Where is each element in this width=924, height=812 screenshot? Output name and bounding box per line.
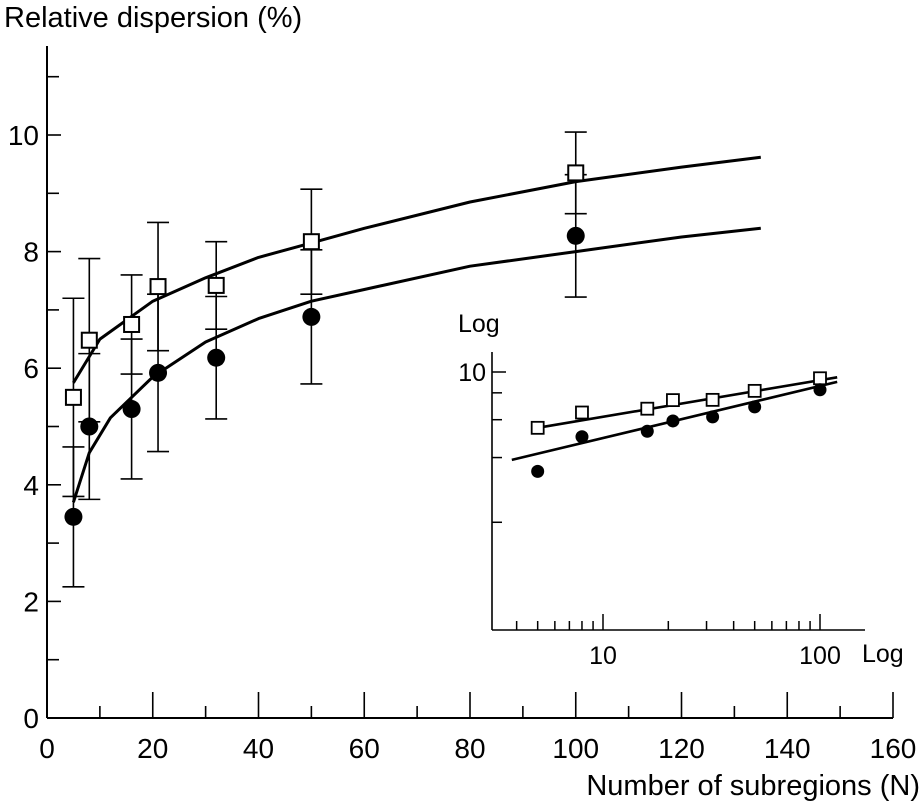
- x-tick-label: 140: [764, 733, 811, 764]
- y-tick-label: 4: [23, 470, 39, 501]
- filled-circle-marker: [566, 226, 585, 245]
- inset-filled-circle-marker: [531, 464, 545, 478]
- x-tick-label: 100: [552, 733, 599, 764]
- inset-filled-circle-marker: [666, 414, 680, 428]
- inset-open-square-marker: [813, 371, 827, 386]
- y-axis-label: Relative dispersion (%): [4, 2, 303, 34]
- fit-curve-series-1: [72, 155, 761, 384]
- inset-filled-circle-marker: [706, 410, 720, 424]
- inset-open-square-marker: [666, 393, 680, 408]
- open-square-marker: [149, 278, 167, 296]
- inset-open-square-marker: [530, 420, 545, 435]
- main-fit-curves: [71, 155, 761, 503]
- inset-filled-circle-marker: [813, 383, 827, 397]
- open-square-marker: [80, 331, 98, 349]
- x-tick-label: 120: [658, 733, 705, 764]
- inset-x-axis-label: Log: [862, 640, 904, 668]
- open-square-marker: [207, 276, 225, 294]
- x-tick-label: 20: [137, 733, 168, 764]
- x-tick-label: 40: [243, 733, 274, 764]
- inset-x-tick-label: 10: [589, 642, 617, 670]
- inset-open-square-marker: [705, 392, 720, 407]
- open-square-marker: [64, 388, 82, 406]
- x-tick-label: 60: [349, 733, 380, 764]
- inset-fit-line-series-1: [537, 376, 838, 430]
- fit-curve-series-2: [71, 226, 761, 503]
- inset-markers: [530, 371, 827, 478]
- open-square-marker: [123, 315, 141, 333]
- inset-y-axis-label: Log: [458, 310, 500, 338]
- y-tick-label: 2: [23, 586, 39, 617]
- y-tick-label: 8: [23, 237, 39, 268]
- filled-circle-marker: [302, 307, 321, 326]
- inset-open-square-marker: [640, 401, 655, 416]
- inset-x-tick-label: 100: [799, 642, 841, 670]
- filled-circle-marker: [64, 507, 83, 526]
- inset-filled-circle-marker: [640, 424, 654, 438]
- main-error-bars: [62, 131, 587, 588]
- inset-tick-labels: 10 10 100: [458, 359, 841, 670]
- x-axis-label: Number of subregions (N): [586, 770, 920, 802]
- inset-open-square-marker: [747, 383, 762, 398]
- filled-circle-marker: [80, 417, 99, 436]
- main-axes: [46, 46, 894, 719]
- x-tick-label: 0: [39, 733, 55, 764]
- filled-circle-marker: [207, 348, 226, 367]
- y-tick-label: 10: [8, 120, 39, 151]
- main-markers: [64, 164, 585, 526]
- filled-circle-marker: [149, 363, 168, 382]
- inset-axes: [491, 352, 865, 631]
- inset-y-tick-label: 10: [458, 359, 486, 387]
- filled-circle-marker: [122, 400, 141, 419]
- y-tick-label: 0: [23, 703, 39, 734]
- inset-filled-circle-marker: [575, 430, 589, 444]
- open-square-marker: [567, 164, 585, 182]
- y-tick-label: 6: [23, 353, 39, 384]
- inset-open-square-marker: [575, 405, 589, 420]
- inset-filled-circle-marker: [748, 400, 762, 414]
- x-tick-label: 160: [870, 733, 917, 764]
- x-tick-label: 80: [454, 733, 485, 764]
- open-square-marker: [302, 233, 320, 251]
